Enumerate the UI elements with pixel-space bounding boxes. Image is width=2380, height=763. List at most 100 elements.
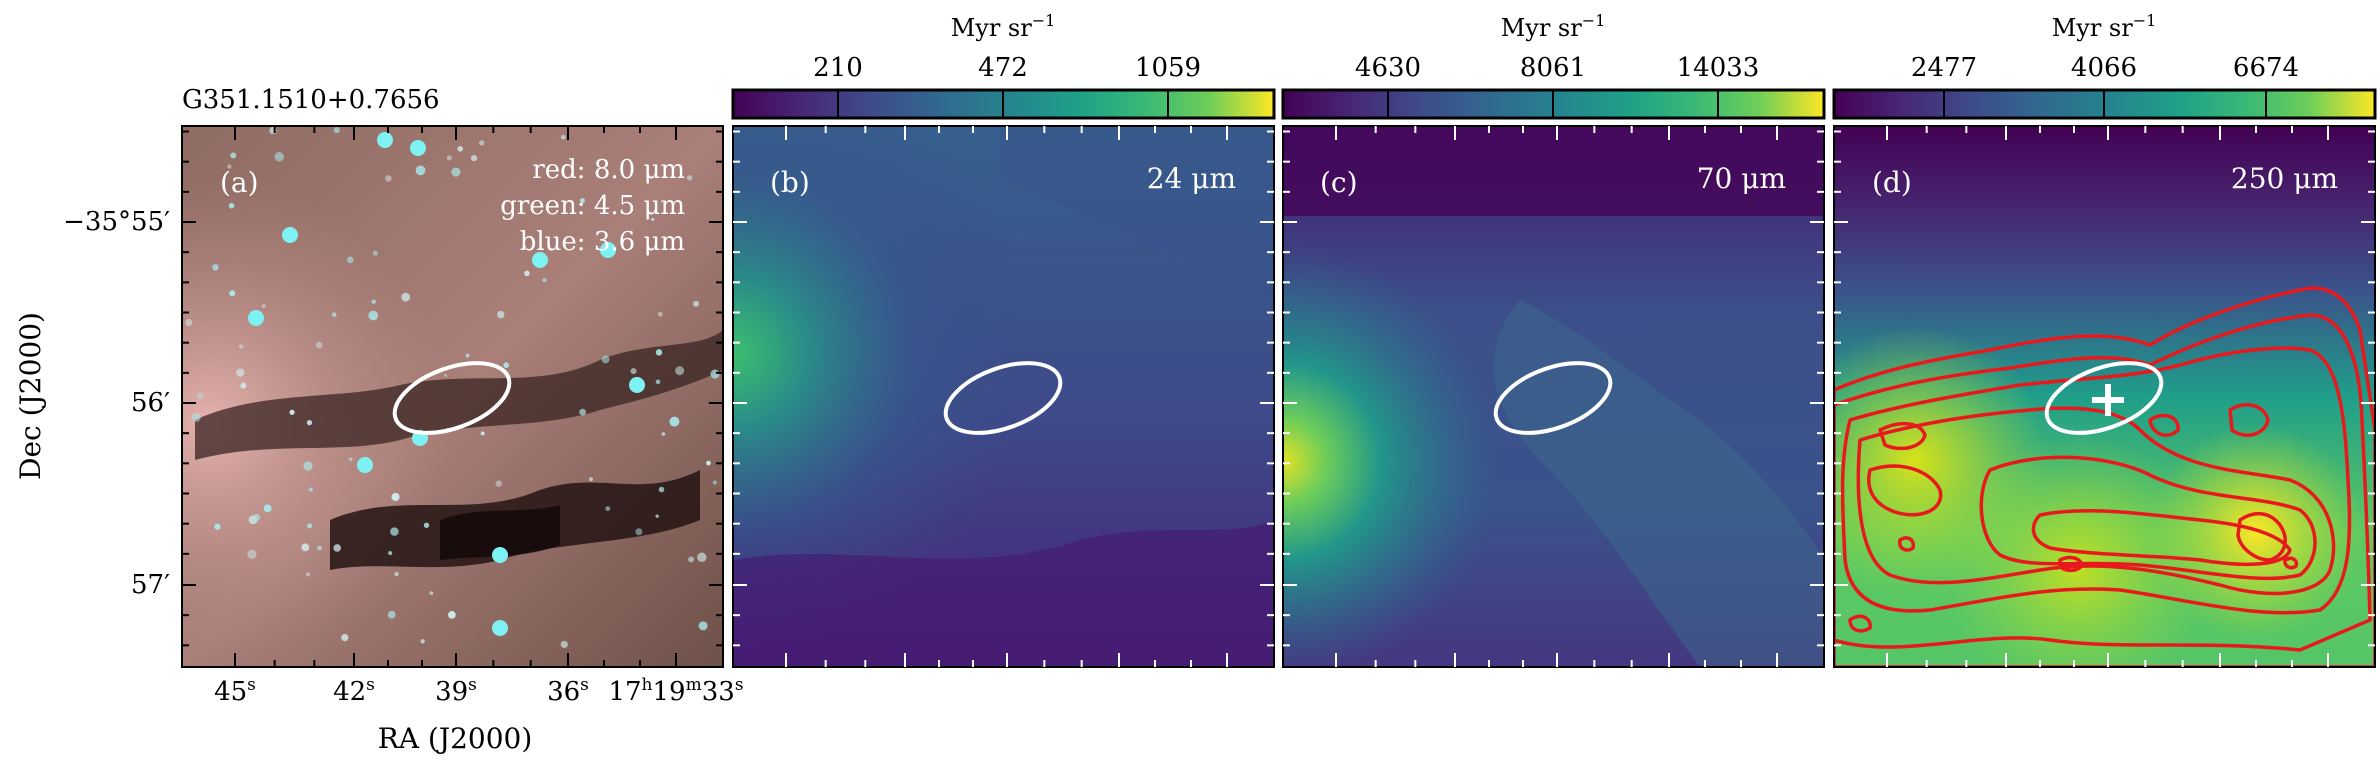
- panel-b-wavelength: 24 μm: [1147, 162, 1236, 195]
- source-name: G351.1510+0.7656: [182, 85, 440, 115]
- star: [410, 140, 426, 156]
- star: [333, 544, 341, 552]
- star: [448, 611, 456, 619]
- star: [388, 550, 393, 556]
- star: [331, 312, 337, 317]
- star: [658, 486, 665, 493]
- star: [317, 545, 322, 551]
- panel-b-frame: [732, 125, 1275, 668]
- star: [289, 409, 295, 415]
- panel-a-frame: [181, 125, 724, 668]
- colorbar-b: Myr sr−1 210 472 1059: [731, 11, 1276, 120]
- star: [306, 420, 313, 426]
- star: [675, 366, 685, 376]
- star: [349, 457, 353, 462]
- star: [341, 634, 349, 642]
- star: [240, 382, 247, 389]
- panel-d-wavelength: 250 μm: [2231, 162, 2338, 195]
- star: [589, 477, 593, 482]
- star: [238, 344, 244, 349]
- colorbar-tick-label: 2477: [1911, 53, 1977, 83]
- panel-a-label: (a): [220, 166, 259, 199]
- star: [357, 457, 373, 473]
- ra-tick-label: 17h19m33s: [608, 675, 743, 707]
- colorbar-title: Myr sr−1: [2052, 11, 2157, 42]
- star: [346, 256, 354, 264]
- panel-a-legend-green: green: 4.5 μm: [500, 191, 685, 221]
- star: [308, 487, 313, 492]
- star: [333, 126, 340, 134]
- source-ellipse: [943, 361, 1063, 435]
- star: [605, 506, 611, 512]
- contours: [1834, 286, 2375, 667]
- colorbar-tick-label: 14033: [1677, 53, 1760, 83]
- colorbar-tick-label: 4630: [1355, 53, 1421, 83]
- star: [686, 175, 693, 181]
- colorbar-d: Myr sr−1 2477 4066 6674: [1832, 11, 2377, 120]
- star: [692, 300, 700, 307]
- star: [492, 547, 508, 563]
- star: [524, 270, 530, 277]
- star: [306, 523, 313, 529]
- star: [629, 377, 645, 393]
- dec-axis-title: Dec (J2000): [14, 312, 47, 480]
- star: [669, 416, 680, 427]
- star: [229, 290, 236, 297]
- star: [423, 522, 430, 528]
- panel-a: (a) red: 8.0 μm green: 4.5 μm blue: 3.6 …: [181, 125, 724, 668]
- star: [387, 610, 396, 619]
- ra-axis-title: RA (J2000): [378, 722, 533, 755]
- star: [561, 134, 566, 140]
- star: [706, 460, 711, 466]
- star: [385, 175, 392, 182]
- colorbar-title: Myr sr−1: [1501, 11, 1606, 42]
- dec-tick-label: 56′: [131, 388, 170, 418]
- star: [303, 461, 313, 471]
- star: [661, 432, 666, 436]
- star: [580, 198, 585, 203]
- star: [191, 412, 201, 422]
- star: [465, 353, 470, 358]
- panel-a-legend-blue: blue: 3.6 μm: [520, 227, 685, 257]
- star: [651, 217, 655, 221]
- star: [710, 369, 720, 379]
- star: [228, 202, 235, 209]
- colorbar-title: Myr sr−1: [951, 11, 1056, 42]
- star: [635, 528, 643, 536]
- source-ellipse: [2044, 361, 2164, 435]
- star: [497, 310, 505, 319]
- ra-tick-label: 45s: [214, 675, 256, 707]
- star: [247, 549, 257, 560]
- star: [655, 514, 659, 518]
- star: [480, 431, 485, 436]
- star: [457, 145, 464, 152]
- cross-marker: [2092, 384, 2124, 416]
- star: [688, 556, 695, 563]
- colorbar-tick-label: 472: [978, 53, 1028, 83]
- ra-tick-label: 42s: [333, 675, 375, 707]
- star: [542, 278, 547, 283]
- panel-a-image: [182, 126, 723, 667]
- stars: [185, 126, 720, 649]
- star: [185, 318, 193, 327]
- tick-marks: [182, 126, 2375, 667]
- star: [532, 252, 548, 268]
- star: [214, 523, 221, 530]
- star: [429, 591, 434, 596]
- star: [274, 152, 285, 162]
- star: [579, 408, 586, 416]
- star: [479, 140, 485, 146]
- star: [655, 349, 663, 356]
- star: [655, 379, 661, 385]
- star: [492, 620, 508, 636]
- star: [212, 264, 219, 271]
- star: [394, 572, 399, 577]
- star: [248, 310, 264, 326]
- source-ellipse: [392, 361, 512, 435]
- panel-d-image: [1834, 126, 2375, 667]
- star: [470, 155, 478, 162]
- star: [630, 368, 637, 375]
- star: [282, 227, 298, 243]
- star: [377, 132, 393, 148]
